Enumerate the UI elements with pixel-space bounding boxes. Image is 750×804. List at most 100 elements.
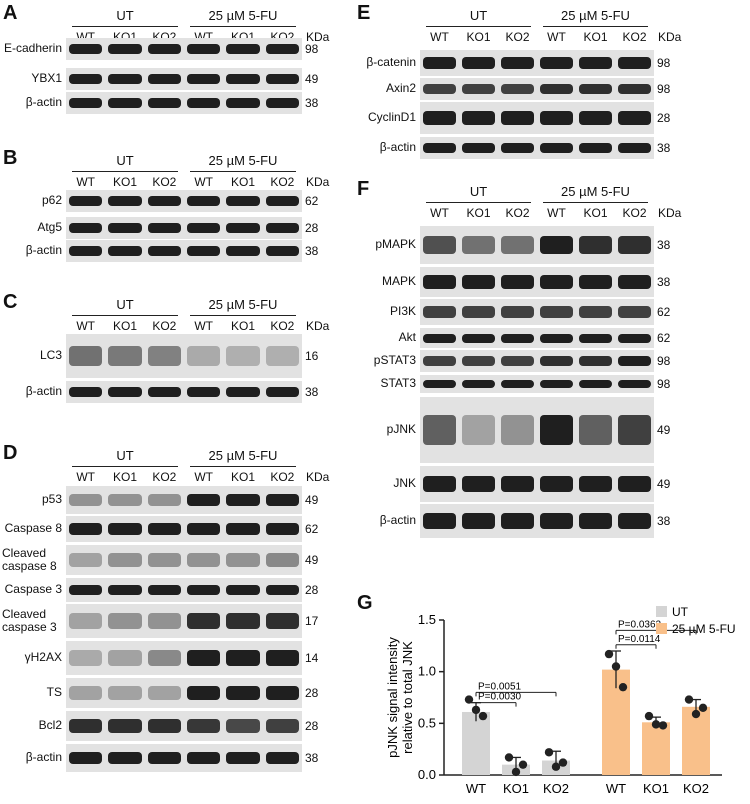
protein-band (69, 387, 103, 397)
mw-marker: 62 (305, 522, 319, 536)
protein-band (579, 236, 612, 254)
protein-band (462, 475, 495, 493)
lane-label: WT (547, 206, 566, 220)
blot-row-label: JNK (393, 476, 416, 490)
blot-row-label: p53 (41, 492, 62, 506)
legend-swatch (656, 623, 667, 634)
protein-band (147, 44, 181, 54)
protein-band (147, 650, 181, 666)
mw-marker: 28 (305, 221, 319, 235)
blot-strip (66, 545, 302, 575)
kda-label: KDa (306, 175, 330, 189)
blot-row-label: CyclinD1 (367, 110, 416, 124)
y-axis-label-line2: relative to total JNK (400, 641, 415, 754)
protein-band (147, 74, 181, 84)
blot-strip (66, 604, 302, 638)
protein-band (265, 98, 299, 108)
bar (462, 711, 490, 775)
protein-band (618, 143, 651, 153)
protein-band (579, 379, 612, 389)
protein-band (265, 719, 299, 733)
protein-band (462, 275, 495, 289)
lane-label: WT (430, 30, 449, 44)
p-value-label: P=0.0114 (618, 634, 661, 645)
blot-row-label: STAT3 (380, 376, 416, 390)
mw-marker: 98 (657, 82, 671, 96)
blot-row-label: LC3 (39, 348, 62, 362)
protein-band (579, 356, 612, 366)
protein-band (187, 74, 221, 84)
protein-band (108, 98, 142, 108)
protein-band (265, 387, 299, 397)
protein-band (226, 719, 260, 733)
panel-label-f: F (357, 178, 370, 200)
blot-strip (66, 190, 302, 212)
protein-band (501, 84, 534, 94)
mw-marker: 62 (657, 331, 671, 345)
group-line-1 (543, 202, 648, 203)
lane-label: KO1 (230, 470, 255, 484)
protein-band (618, 57, 651, 69)
lane-label: KO1 (583, 30, 608, 44)
y-tick-label: 1.5 (418, 612, 436, 627)
mw-marker: 62 (657, 305, 671, 319)
group-label-1: 25 µM 5-FU (208, 297, 278, 312)
protein-band (579, 110, 612, 126)
legend-label: UT (672, 605, 689, 619)
protein-band (226, 98, 260, 108)
protein-band (501, 143, 534, 153)
kda-label: KDa (306, 30, 330, 44)
protein-band (423, 356, 456, 366)
blot-strip (66, 678, 302, 708)
protein-band (423, 84, 456, 94)
blot-row-label: MAPK (381, 274, 416, 288)
mw-marker: 38 (305, 385, 319, 399)
protein-band (462, 236, 495, 254)
legend-label: 25 µM 5-FU (672, 622, 736, 636)
lane-label: KO1 (112, 470, 137, 484)
lane-label: WT (76, 319, 95, 333)
protein-band (187, 387, 221, 397)
protein-band (265, 613, 299, 629)
group-line-0 (426, 26, 531, 27)
protein-band (108, 719, 142, 733)
protein-band (540, 275, 573, 289)
protein-band (226, 523, 260, 535)
blot-strip (420, 50, 654, 76)
protein-band (187, 98, 221, 108)
lane-label: KO1 (466, 30, 491, 44)
protein-band (579, 143, 612, 153)
protein-band (501, 333, 534, 343)
blot-row-label: β-actin (379, 140, 416, 154)
blot-row-label: PI3K (389, 304, 416, 318)
protein-band (108, 650, 142, 666)
blot-row-label: β-actin (25, 384, 62, 398)
protein-band (579, 415, 612, 445)
protein-band (108, 553, 142, 567)
lane-label: KO2 (622, 30, 647, 44)
protein-band (69, 584, 103, 596)
protein-band (226, 196, 260, 206)
mw-marker: 38 (657, 275, 671, 289)
blot-row-label: Caspase 8 (4, 521, 62, 535)
group-line-0 (72, 171, 178, 172)
protein-band (69, 719, 103, 733)
protein-band (187, 719, 221, 733)
protein-band (618, 415, 651, 445)
protein-band (423, 275, 456, 289)
protein-band (462, 356, 495, 366)
protein-band (69, 346, 103, 366)
mw-marker: 98 (657, 56, 671, 70)
protein-band (618, 513, 651, 529)
protein-band (501, 379, 534, 389)
mw-marker: 49 (305, 553, 319, 567)
protein-band (69, 751, 103, 765)
protein-band (265, 650, 299, 666)
blot-strip (420, 350, 654, 372)
protein-band (108, 44, 142, 54)
group-label-1: 25 µM 5-FU (561, 8, 630, 23)
group-label-1: 25 µM 5-FU (208, 153, 278, 168)
group-line-0 (72, 26, 178, 27)
protein-band (501, 57, 534, 69)
lane-label: KO2 (270, 319, 295, 333)
